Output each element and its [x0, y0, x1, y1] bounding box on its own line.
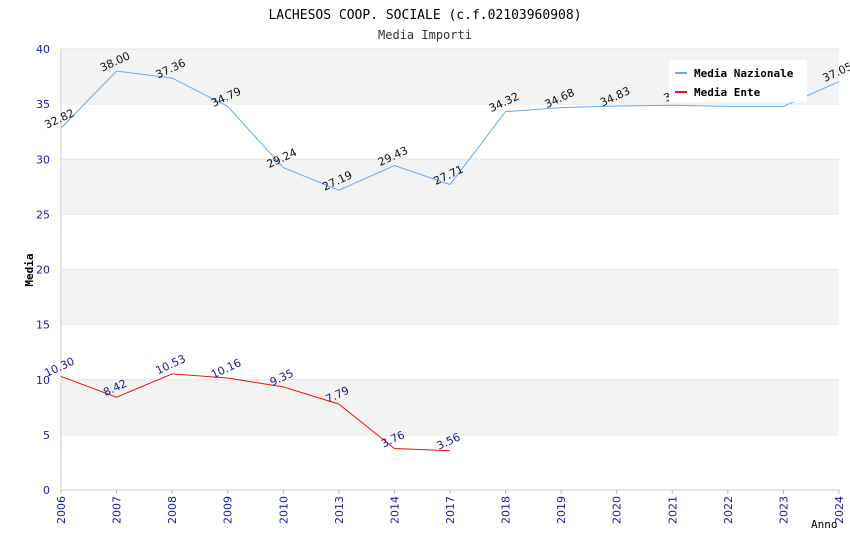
y-tick-label: 20: [36, 264, 50, 277]
y-axis-ticks: 0 5 10 15 20 25 30 35 40: [36, 43, 50, 497]
x-tick-label: 2009: [222, 496, 235, 524]
legend-entry: Media Ente: [694, 86, 761, 99]
x-tick-label: 2017: [444, 496, 457, 524]
legend-box: [669, 60, 807, 102]
x-tick-label: 2014: [388, 496, 401, 524]
x-tick-label: 2013: [333, 496, 346, 524]
x-tick-label: 2018: [500, 496, 513, 524]
y-tick-label: 15: [36, 319, 50, 332]
x-tick-label: 2019: [555, 496, 568, 524]
x-tick-label: 2022: [722, 496, 735, 524]
series-line-media-ente: [60, 373, 451, 452]
y-tick-label: 5: [43, 429, 50, 442]
x-tick-label: 2006: [55, 496, 68, 524]
legend-entry: Media Nazionale: [694, 67, 794, 80]
x-tick-label: 2008: [166, 496, 179, 524]
x-tick-label: 2021: [666, 496, 679, 524]
y-tick-label: 25: [36, 208, 50, 221]
y-tick-label: 40: [36, 43, 50, 56]
x-axis-ticks: 2006 2007 2008 2009 2010 2013 2014 2017 2018 2019…: [55, 490, 846, 524]
data-label: 10.53: [154, 352, 188, 377]
x-tick-label: 2024: [833, 496, 846, 524]
x-tick-label: 2023: [777, 496, 790, 524]
data-label: 10.30: [42, 355, 76, 380]
x-tick-label: 2010: [277, 496, 290, 524]
grid-band: [61, 269, 839, 325]
grid-bands: [61, 48, 839, 436]
y-tick-label: 30: [36, 153, 50, 166]
y-tick-label: 10: [36, 374, 50, 387]
y-tick-label: 0: [43, 484, 50, 497]
y-axis-label: Media: [23, 253, 36, 286]
y-tick-label: 35: [36, 98, 50, 111]
x-tick-label: 2007: [111, 496, 124, 524]
x-axis-label: Anno: [811, 518, 838, 531]
grid-band: [61, 159, 839, 215]
grid-band: [61, 379, 839, 435]
legend: Media Nazionale Media Ente: [669, 60, 807, 102]
chart-title: LACHESOS COOP. SOCIALE (c.f.02103960908): [268, 8, 581, 23]
chart-subtitle: Media Importi: [378, 28, 472, 42]
x-tick-label: 2020: [611, 496, 624, 524]
